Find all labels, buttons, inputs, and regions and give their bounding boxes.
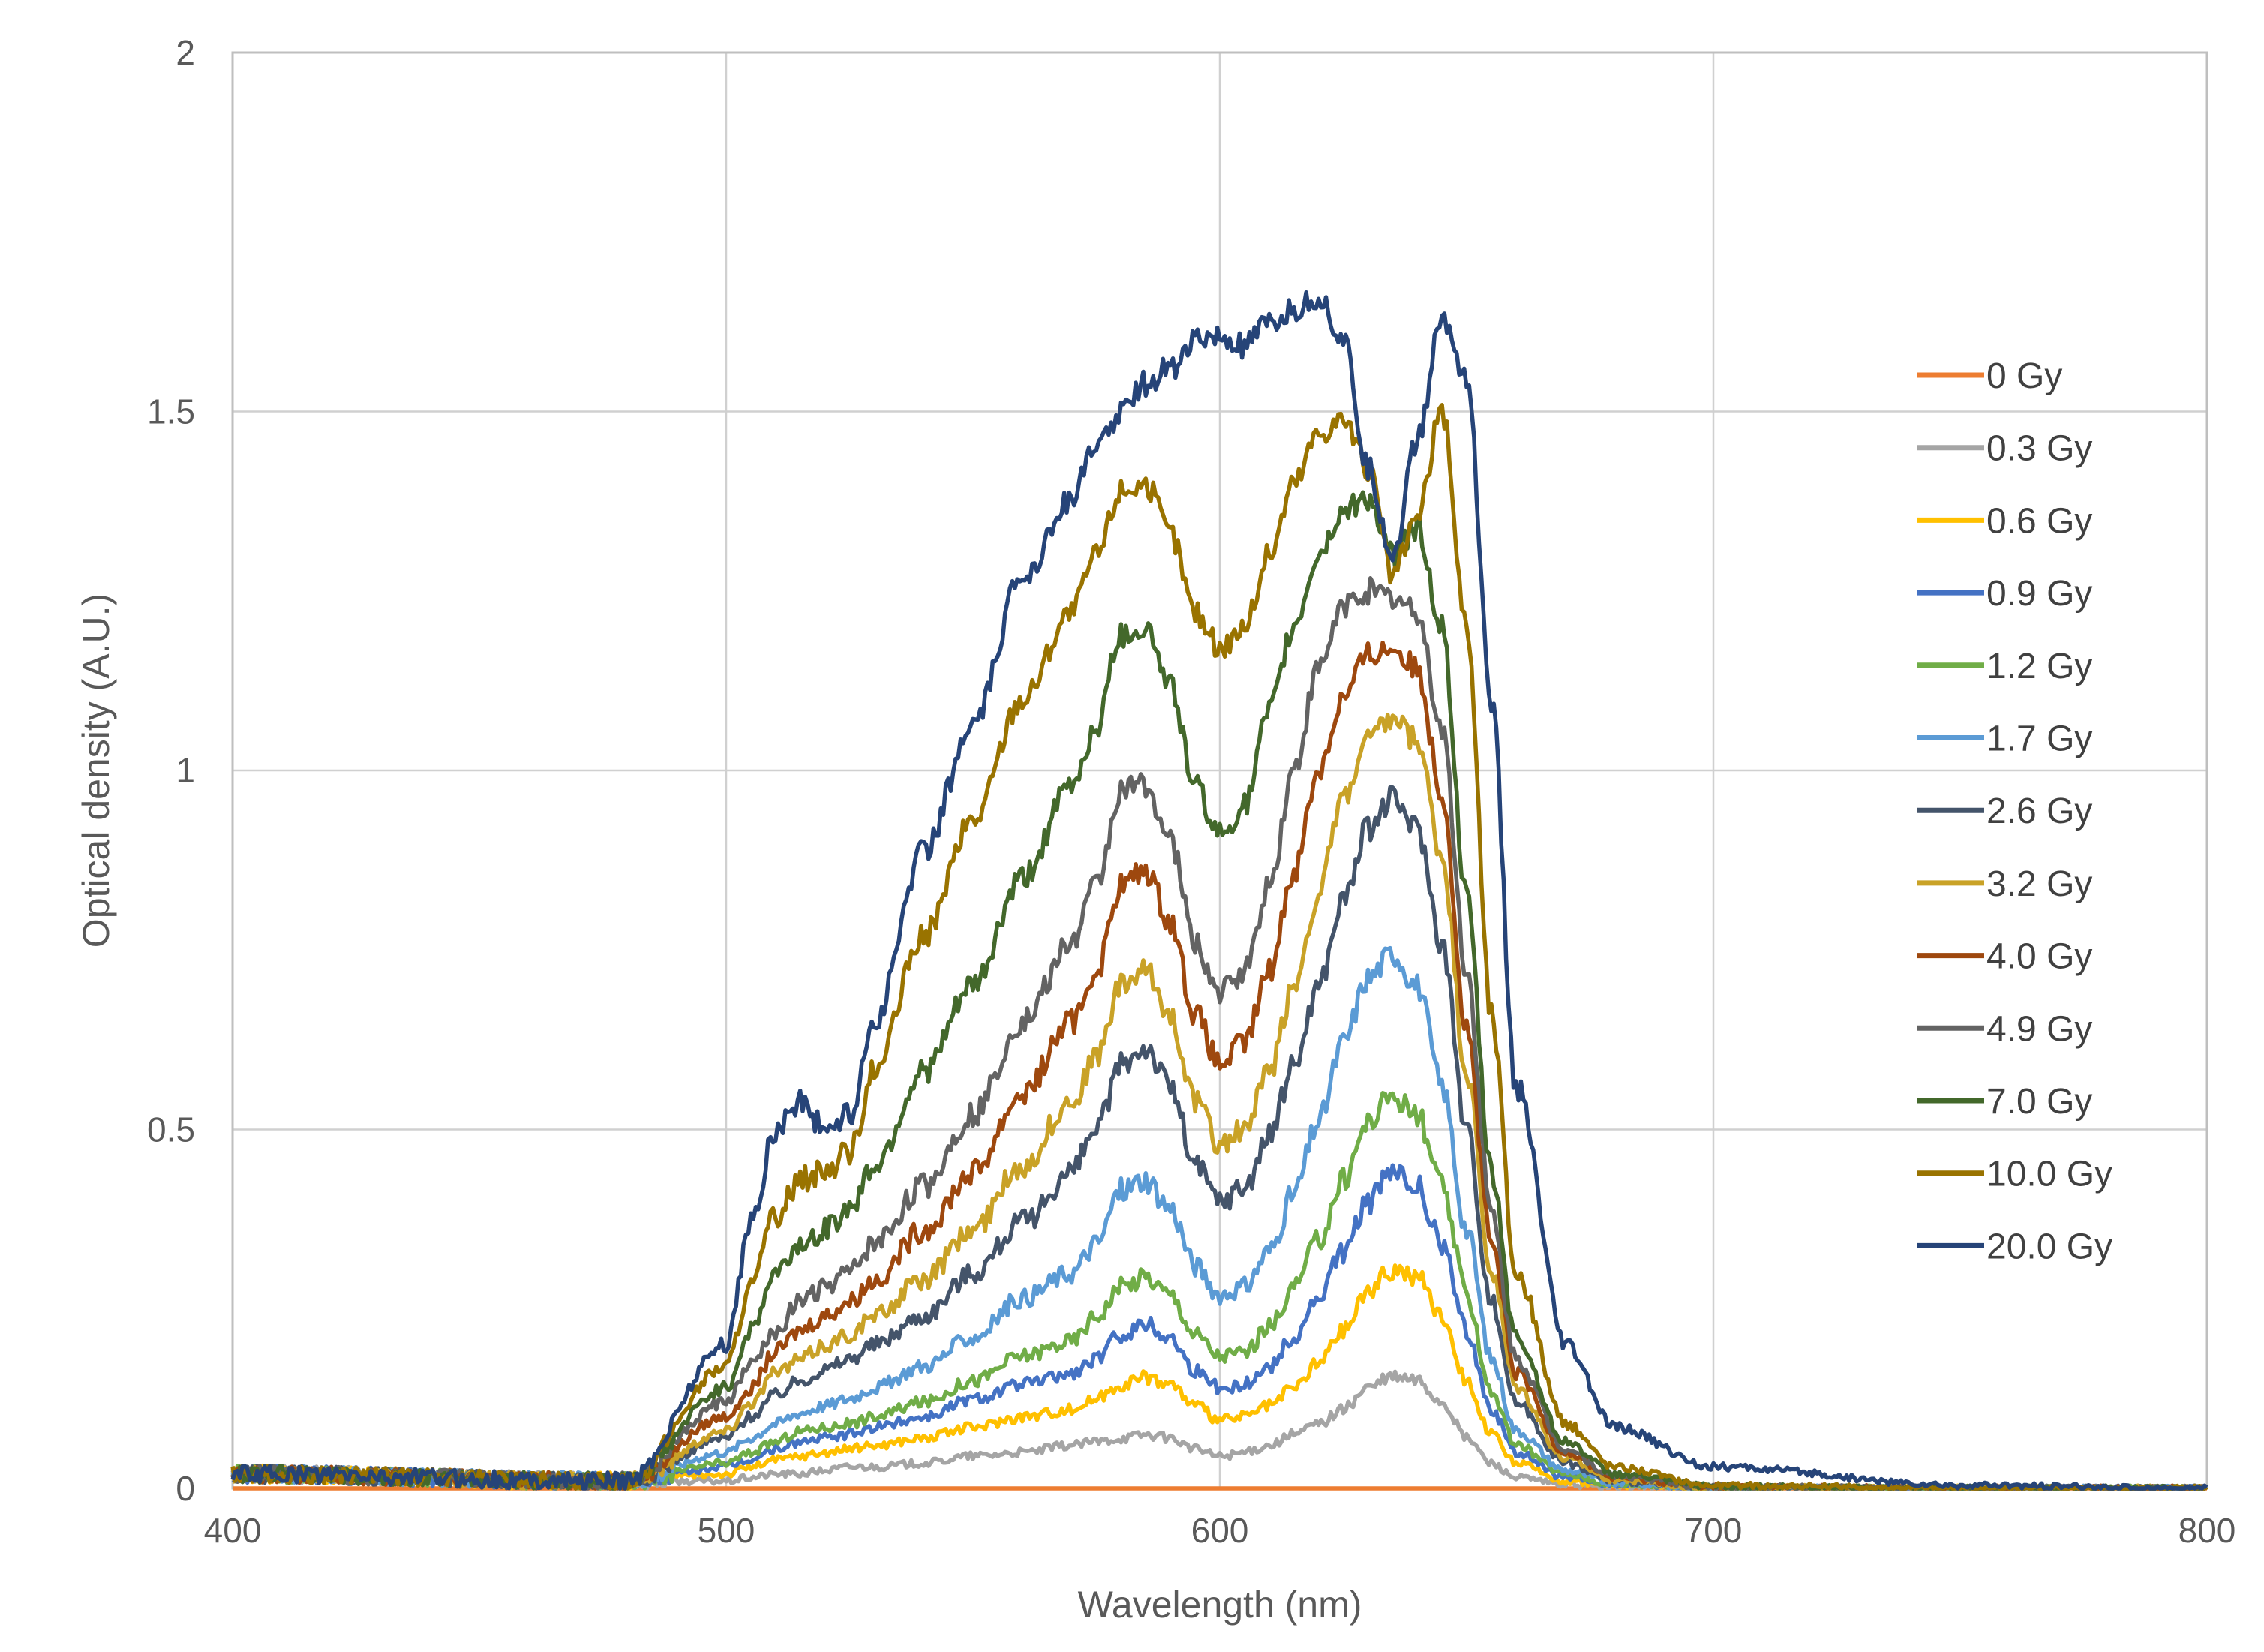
y-tick-label: 0 xyxy=(176,1469,195,1508)
legend-label: 4.9 Gy xyxy=(1986,1009,2092,1049)
series-layer xyxy=(230,290,2208,1491)
x-tick-label: 700 xyxy=(1685,1511,1743,1550)
y-tick-label: 2 xyxy=(176,33,195,72)
legend-label: 10.0 Gy xyxy=(1986,1155,2112,1194)
x-axis-title: Wavelength (nm) xyxy=(1078,1584,1362,1626)
gridlines xyxy=(231,51,2208,1490)
legend-label: 20.0 Gy xyxy=(1986,1227,2112,1266)
legend-label: 0.3 Gy xyxy=(1986,429,2092,469)
x-tick-label: 800 xyxy=(2178,1511,2236,1550)
x-tick-label: 500 xyxy=(698,1511,755,1550)
legend-label: 3.2 Gy xyxy=(1986,864,2092,904)
legend-label: 0.6 Gy xyxy=(1986,501,2092,541)
legend-label: 0.9 Gy xyxy=(1986,574,2092,614)
y-tick-label: 1 xyxy=(176,751,195,790)
legend-label: 1.2 Gy xyxy=(1986,647,2092,686)
series-line xyxy=(230,290,2208,1491)
x-tick-label: 400 xyxy=(204,1511,262,1550)
legend-label: 7.0 Gy xyxy=(1986,1082,2092,1122)
legend-label: 2.6 Gy xyxy=(1986,791,2092,831)
y-axis-title: Optical density (A.U.) xyxy=(75,593,117,948)
legend-label: 0 Gy xyxy=(1986,356,2062,396)
legend-label: 1.7 Gy xyxy=(1986,719,2092,759)
y-tick-label: 0.5 xyxy=(147,1110,195,1149)
legend-label: 4.0 Gy xyxy=(1986,937,2092,977)
x-tick-label: 600 xyxy=(1191,1511,1249,1550)
y-tick-label: 1.5 xyxy=(147,392,195,431)
axis-ticks: 400 500 600 700 800 0 0.5 1 1.5 2 xyxy=(147,33,2235,1550)
legend: 0 Gy 0.3 Gy 0.6 Gy 0.9 Gy 1.2 Gy 1.7 Gy 2.6 Gy… xyxy=(1917,356,2112,1266)
